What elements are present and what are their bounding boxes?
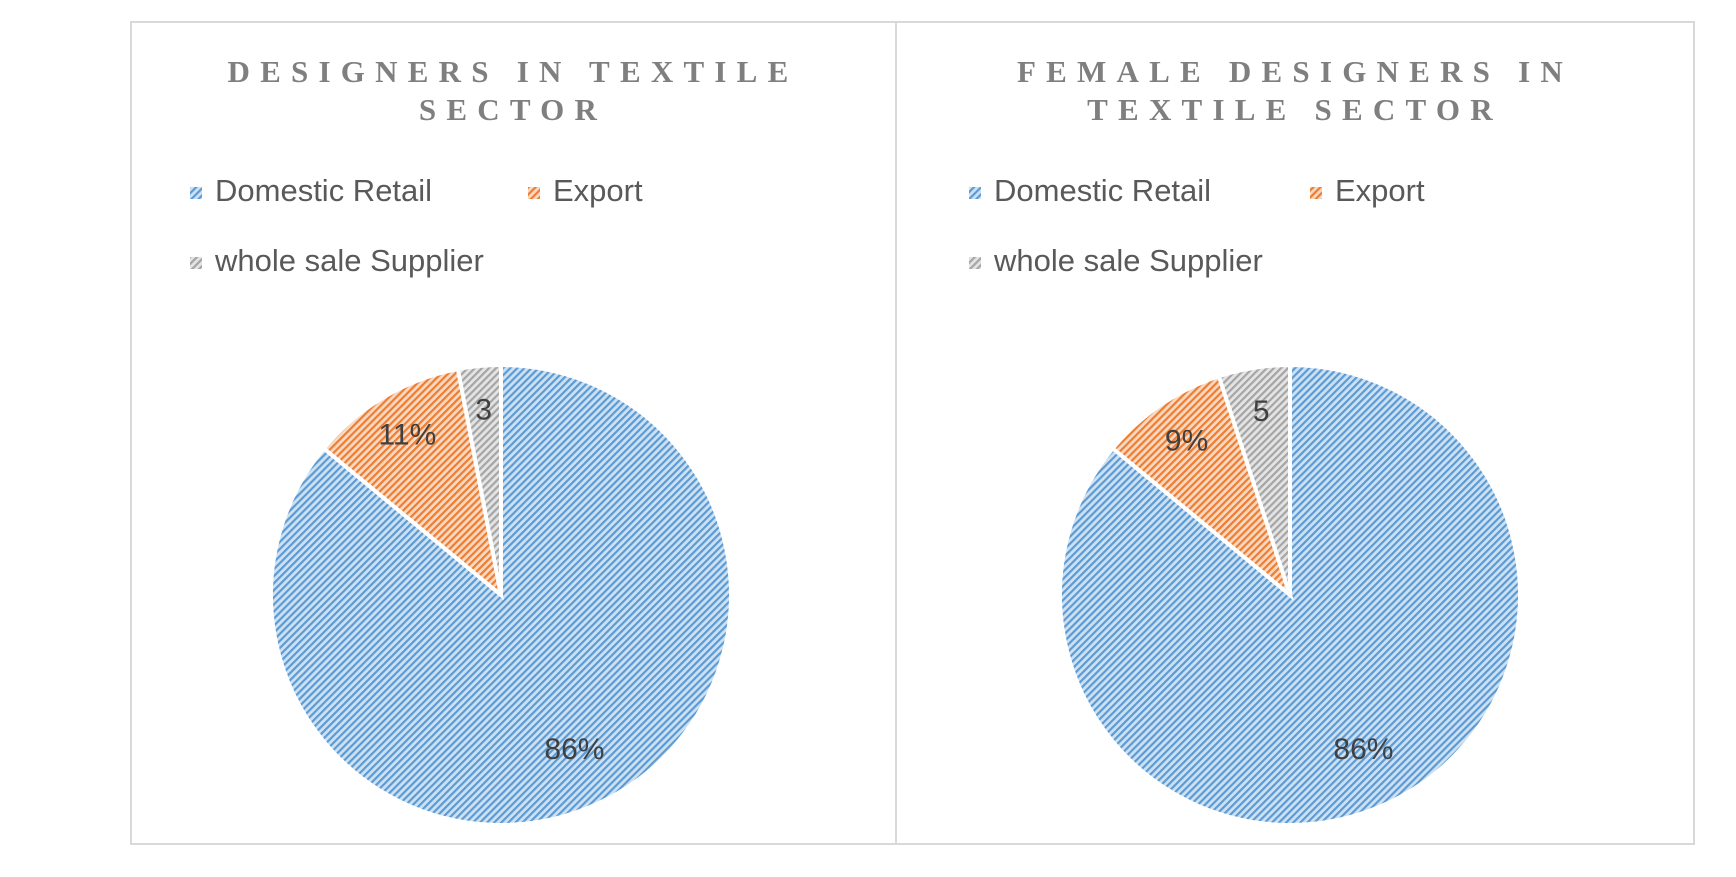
legend-marker [528,187,540,199]
legend-label: Export [1335,173,1425,208]
legend-marker [969,257,981,269]
value-label: 86% [544,733,604,766]
legend-label: Domestic Retail [994,173,1211,208]
value-label: 3 [475,394,492,427]
legend-marker [969,187,981,199]
value-label: 86% [1333,733,1393,766]
pie-slice [455,362,503,596]
legend-marker [1310,187,1322,199]
legend-marker [190,257,202,269]
frame [130,21,1695,845]
pie-slice [1109,373,1295,601]
value-label: 11% [378,419,436,452]
pie-slice [320,366,505,601]
chart-title: DESIGNERS IN TEXTILE SECTOR [227,54,799,127]
pie-slice [1216,362,1292,596]
value-label: 9% [1165,425,1208,458]
legend-label: Export [553,173,643,208]
legend-label: whole sale Supplier [993,243,1263,278]
legend-label: whole sale Supplier [214,243,484,278]
legend-label: Domestic Retail [215,173,432,208]
chart-title: FEMALE DESIGNERS IN TEXTILE SECTOR [1016,54,1574,127]
value-label: 5 [1253,395,1270,428]
legend-marker [190,187,202,199]
